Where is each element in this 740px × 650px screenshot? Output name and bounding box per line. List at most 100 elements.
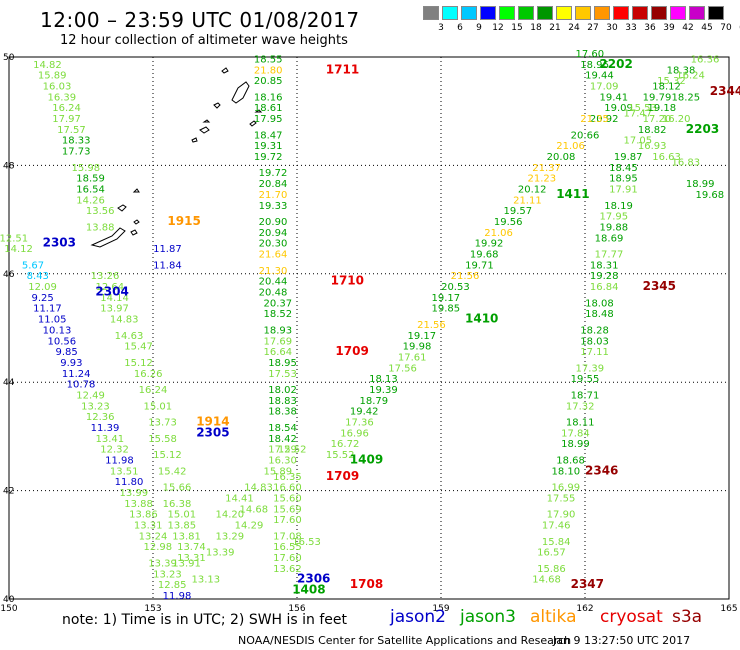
- pass-number-label: 2346: [585, 463, 618, 477]
- color-scale-swatch: [613, 6, 629, 20]
- color-scale-label: 15: [511, 23, 523, 33]
- swh-value-label: 17.09: [590, 82, 619, 93]
- swh-value-label: 16.24: [676, 71, 705, 82]
- swh-value-label: 17.95: [599, 212, 628, 223]
- swh-value-label: 17.20: [643, 114, 672, 125]
- island-shape: [202, 119, 211, 123]
- pass-number-label: 2306: [297, 572, 330, 586]
- color-scale-swatch: [670, 6, 686, 20]
- swh-value-label: 13.56: [86, 206, 115, 217]
- swh-value-label: 16.24: [52, 103, 81, 114]
- swh-value-label: 14.29: [235, 521, 264, 532]
- pass-number-label: 2347: [571, 577, 604, 591]
- pass-number-label: 1709: [326, 469, 359, 483]
- swh-value-label: 20.44: [259, 277, 288, 288]
- swh-value-label: 18.61: [254, 103, 283, 114]
- swh-value-label: 12.51: [0, 233, 28, 244]
- swh-value-label: 15.12: [153, 450, 182, 461]
- swh-value-label: 21.70: [259, 190, 288, 201]
- color-scale-label: 12: [492, 23, 504, 33]
- swh-value-label: 18.47: [254, 130, 283, 141]
- island-shape: [221, 67, 229, 74]
- swh-value-label: 18.82: [638, 125, 667, 136]
- swh-value-label: 18.68: [556, 456, 585, 467]
- swh-value-label: 16.26: [134, 369, 163, 380]
- swh-value-label: 19.68: [695, 190, 724, 201]
- swh-value-label: 13.31: [177, 553, 206, 564]
- color-scale-label: 24: [568, 23, 580, 33]
- swh-value-label: 14.82: [33, 60, 62, 71]
- swh-value-label: 15.89: [38, 71, 67, 82]
- color-scale-swatch: [423, 6, 439, 20]
- swh-value-label: 10.78: [67, 380, 96, 391]
- swh-value-label: 15.86: [537, 564, 566, 575]
- swh-value-label: 13.97: [100, 304, 129, 315]
- pass-number-label: 2303: [43, 236, 76, 250]
- credit-line: NOAA/NESDIS Center for Satellite Applica…: [238, 634, 572, 647]
- swh-value-label: 19.71: [465, 260, 494, 271]
- swh-value-label: 19.41: [599, 92, 628, 103]
- swh-value-label: 5.67: [22, 260, 44, 271]
- swh-value-label: 17.56: [388, 363, 417, 374]
- page-subtitle: 12 hour collection of altimeter wave hei…: [60, 33, 348, 48]
- swh-value-label: 20.48: [259, 287, 288, 298]
- swh-value-label: 18.69: [595, 233, 624, 244]
- swh-value-label: 14.20: [215, 510, 244, 521]
- color-scale-label: 30: [606, 23, 618, 33]
- swh-value-label: 16.35: [273, 472, 302, 483]
- swh-value-label: 20.30: [259, 239, 288, 250]
- swh-value-label: 19.72: [254, 152, 283, 163]
- swh-value-label: 18.19: [604, 201, 633, 212]
- swh-value-label: 12.85: [158, 580, 187, 591]
- color-scale-swatch: [632, 6, 648, 20]
- swh-value-label: 19.17: [431, 293, 460, 304]
- kuril-islands-coastline: [90, 67, 263, 248]
- swh-value-label: 21.06: [556, 141, 585, 152]
- color-scale-label: 9: [476, 23, 482, 33]
- swh-value-label: 11.98: [163, 591, 192, 602]
- swh-value-label: 11.84: [153, 260, 182, 271]
- swh-value-label: 16.93: [638, 141, 667, 152]
- pass-number-label: 2202: [599, 57, 632, 71]
- swh-value-label: 13.39: [148, 558, 177, 569]
- swh-value-label: 20.53: [441, 282, 470, 293]
- island-shape: [130, 229, 138, 236]
- swh-value-label: 15.58: [148, 434, 177, 445]
- color-scale-swatch: [480, 6, 496, 20]
- pass-number-label: 2203: [686, 122, 719, 136]
- pass-number-label: 2305: [196, 425, 229, 439]
- swh-value-label: 19.55: [571, 374, 600, 385]
- swh-value-label: 13.29: [215, 531, 244, 542]
- swh-value-label: 18.95: [609, 174, 638, 185]
- footnote: note: 1) Time is in UTC; 2) SWH is in fe…: [62, 612, 348, 628]
- swh-value-label: 17.61: [398, 353, 427, 364]
- swh-value-label: 12.98: [143, 542, 172, 553]
- swh-value-label: 14.12: [4, 244, 33, 255]
- swh-value-label: 19.42: [350, 407, 379, 418]
- color-scale-swatch: [442, 6, 458, 20]
- swh-value-label: 12.49: [76, 390, 105, 401]
- pass-number-label: 2345: [643, 279, 676, 293]
- swh-value-label: 21.37: [532, 163, 561, 174]
- swh-value-label: 16.36: [691, 54, 720, 65]
- swh-value-label: 19.92: [475, 239, 504, 250]
- swh-value-label: 15.52: [278, 445, 307, 456]
- swh-value-label: 12.64: [95, 282, 124, 293]
- swh-value-label: 19.39: [369, 385, 398, 396]
- island-shape: [133, 219, 140, 225]
- swh-value-label: 18.25: [671, 92, 700, 103]
- swh-value-label: 15.12: [124, 358, 153, 369]
- swh-value-label: 19.17: [407, 331, 436, 342]
- swh-value-label: 17.91: [609, 185, 638, 196]
- swh-value-label: 18.03: [580, 336, 609, 347]
- pass-number-label: 1411: [556, 187, 589, 201]
- satellite-legend-item: s3a: [672, 607, 703, 627]
- pass-number-label: 1408: [292, 583, 325, 597]
- swh-value-label: 10.56: [47, 336, 76, 347]
- swh-value-label: 16.96: [340, 428, 369, 439]
- swh-value-label: 17.36: [345, 418, 374, 429]
- swh-value-label: 14.26: [76, 195, 105, 206]
- swh-value-label: 21.64: [259, 250, 288, 261]
- pass-number-label: 1914: [196, 415, 229, 429]
- satellite-legend-item: jason2: [390, 607, 446, 627]
